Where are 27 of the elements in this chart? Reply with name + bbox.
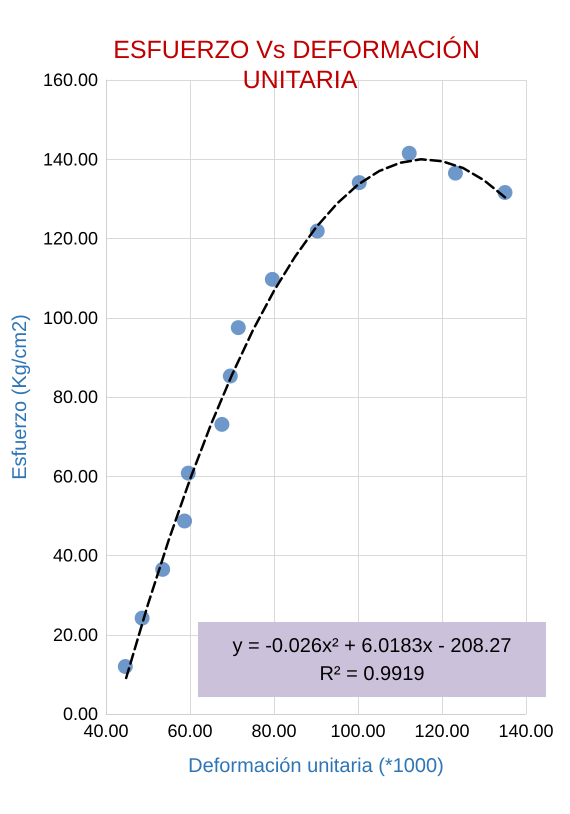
point	[230, 320, 246, 336]
annotation: y = -0.026x² + 6.0183x - 208.27	[231, 634, 513, 659]
y-tick-label: 80.00	[52, 387, 98, 407]
y-tick-label: 140.00	[42, 149, 98, 170]
point	[448, 166, 463, 181]
point	[177, 514, 192, 529]
y-tick-label: 20.00	[52, 624, 98, 645]
x-tick-label: 120.00	[414, 721, 470, 741]
annotation: R² = 0.9919	[318, 662, 426, 687]
y-tick-label: 60.00	[52, 466, 98, 486]
x-tick-label: 60.00	[167, 721, 213, 741]
x-tick-label: 40.00	[83, 721, 129, 741]
x-tick-label: 100.00	[330, 721, 386, 741]
x-axis-title: Deformación unitaria (*1000)	[188, 755, 444, 777]
y-tick-label: 0.00	[62, 704, 98, 724]
point	[402, 146, 417, 161]
point	[264, 272, 280, 287]
y-tick-label: 120.00	[42, 228, 98, 248]
point	[214, 416, 230, 432]
y-tick-label: 160.00	[42, 70, 98, 90]
x-tick-label: 140.00	[498, 721, 554, 741]
chart-title: ESFUERZO Vs DEFORMACIÓN UNITARIA	[113, 36, 487, 94]
y-axis-title: Esfuerzo (Kg/cm2)	[9, 314, 31, 480]
y-tick-label: 100.00	[42, 308, 98, 328]
equation-box: y = -0.026x² + 6.0183x - 208.27 R² = 0.9919	[198, 622, 546, 697]
x-tick-label: 80.00	[251, 721, 297, 741]
y-tick-label: 40.00	[52, 546, 98, 566]
